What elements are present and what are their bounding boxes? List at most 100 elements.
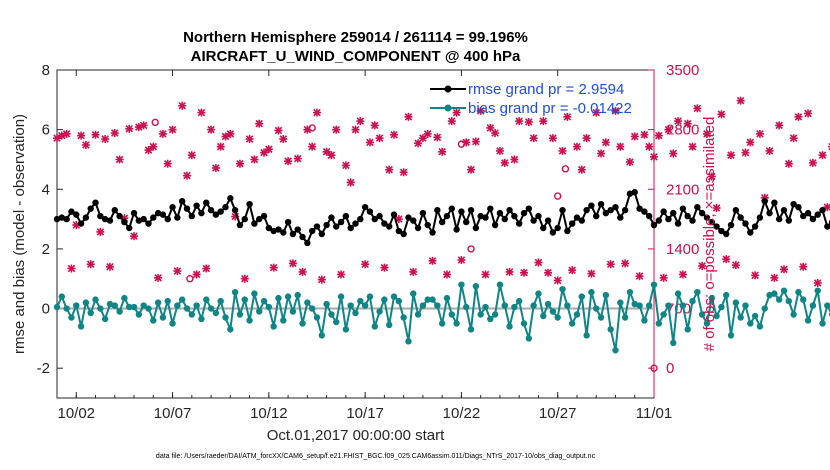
rmse-point <box>308 227 316 235</box>
rmse-point <box>414 224 422 232</box>
left-y-axis-label: rmse and bias (model - observation) <box>11 114 28 354</box>
obs-assimilated-point <box>654 131 663 140</box>
rmse-point <box>366 208 374 215</box>
obs-assimilated-point <box>235 159 244 168</box>
rmse-point <box>684 212 691 220</box>
obs-assimilated-point <box>216 142 225 151</box>
rmse-point <box>106 217 114 224</box>
obs-assimilated-point <box>255 119 264 128</box>
obs-assimilated-point <box>192 270 201 279</box>
bias-point <box>742 302 749 309</box>
obs-assimilated-point <box>77 131 86 140</box>
obs-assimilated-point <box>447 117 456 126</box>
bias-point <box>337 293 345 300</box>
rmse-point <box>645 212 653 220</box>
obs-assimilated-point <box>197 108 206 117</box>
bias-point <box>544 300 552 308</box>
rmse-point <box>564 227 571 235</box>
rmse-point <box>809 215 817 223</box>
right-y-tick-label: 0 <box>666 360 674 377</box>
bias-point <box>270 323 277 330</box>
rmse-point <box>612 203 619 211</box>
obs-assimilated-point <box>57 131 66 140</box>
obs-assimilated-point <box>67 264 76 273</box>
bias-point <box>785 297 793 305</box>
rmse-point <box>203 199 210 206</box>
bias-point <box>578 293 585 300</box>
rmse-point <box>53 215 61 223</box>
bias-point <box>694 288 701 296</box>
obs-assimilated-point <box>659 273 668 282</box>
obs-assimilated-point <box>308 142 317 151</box>
obs-assimilated-point <box>101 135 110 144</box>
rmse-point <box>790 200 797 208</box>
rmse-point <box>824 223 830 230</box>
rmse-point <box>617 214 624 221</box>
bias-point <box>496 281 504 288</box>
rmse-point <box>217 208 224 215</box>
bias-point <box>390 293 398 300</box>
rmse-point <box>438 218 446 226</box>
rmse-point <box>178 198 186 205</box>
rmse-point <box>188 212 196 220</box>
obs-assimilated-point <box>423 129 432 138</box>
bias-point <box>87 309 94 317</box>
rmse-point <box>289 230 297 238</box>
bias-point <box>126 303 133 311</box>
obs-assimilated-point <box>775 121 784 130</box>
rmse-point <box>284 218 292 226</box>
bias-point <box>800 296 807 303</box>
bias-point <box>511 303 518 311</box>
obs-assimilated-point <box>476 106 485 115</box>
obs-assimilated-point <box>144 146 153 155</box>
bias-point <box>111 302 118 309</box>
obs-assimilated-point <box>563 112 572 121</box>
legend-bias-label: bias grand pr = -0.01422 <box>468 100 632 117</box>
rmse-point <box>395 227 403 235</box>
rmse-point <box>525 205 533 212</box>
bias-point <box>101 315 109 323</box>
rmse-point <box>679 205 687 212</box>
left-y-tick-label: 4 <box>42 181 50 198</box>
obs-assimilated-point <box>746 138 755 147</box>
bias-point <box>174 302 181 309</box>
right-y-tick-label: 3500 <box>666 62 699 79</box>
obs-assimilated-point <box>211 163 220 172</box>
rmse-point <box>241 215 248 223</box>
rmse-point <box>63 215 70 223</box>
obs-assimilated-point <box>370 121 379 130</box>
bias-point <box>318 332 325 339</box>
obs-assimilated-point <box>635 272 644 281</box>
rmse-point <box>472 224 480 232</box>
rmse-point <box>511 212 518 220</box>
rmse-point <box>443 212 451 220</box>
x-tick-label: 10/22 <box>443 405 481 422</box>
obs-assimilated-point <box>828 142 830 151</box>
bias-point <box>751 312 759 320</box>
bias-point <box>482 303 489 311</box>
bias-point <box>554 314 561 321</box>
obs-assimilated-point <box>650 152 658 161</box>
obs-assimilated-point <box>597 149 606 158</box>
bias-point <box>352 309 359 317</box>
rmse-point <box>328 214 335 221</box>
obs-assimilated-point <box>346 178 355 187</box>
rmse-point <box>333 223 340 230</box>
rmse-point <box>703 214 711 221</box>
rmse-point <box>410 217 417 224</box>
bias-point <box>188 311 196 318</box>
rmse-point <box>515 220 523 227</box>
bias-point <box>809 302 817 309</box>
rmse-point <box>689 217 696 224</box>
obs-assimilated-point <box>428 256 437 265</box>
bias-point <box>386 321 393 329</box>
bias-point <box>491 311 499 318</box>
obs-assimilated-point <box>139 121 148 130</box>
obs-assimilated-point <box>467 165 476 174</box>
bias-point <box>674 290 682 297</box>
x-tick-label: 10/07 <box>154 405 192 422</box>
right-y-tick-label: 2100 <box>666 181 699 198</box>
rmse-point <box>126 224 133 232</box>
bias-point <box>665 302 672 309</box>
obs-assimilated-point <box>442 270 451 279</box>
